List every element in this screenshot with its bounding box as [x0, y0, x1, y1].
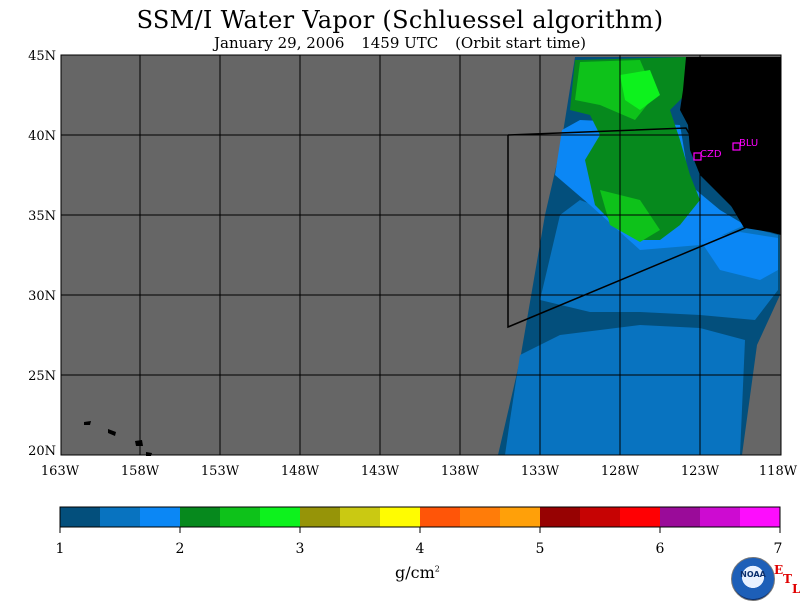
colorbar-swatch — [180, 507, 221, 527]
colorbar — [60, 507, 781, 527]
lat-label: 20N — [28, 444, 56, 459]
lat-label: 35N — [28, 209, 56, 224]
map-title: SSM/I Water Vapor (Schluessel algorithm) — [136, 6, 664, 34]
colorbar-tick-label: 7 — [774, 541, 783, 557]
colorbar-swatch — [300, 507, 341, 527]
grid-lines — [61, 55, 781, 455]
longitude-labels: 163W 158W 153W 148W 143W 138W 133W 128W … — [41, 464, 798, 479]
colorbar-swatch — [60, 507, 101, 527]
map-subtitle: January 29, 2006 1459 UTC (Orbit start t… — [0, 34, 800, 52]
colorbar-ticks — [59, 527, 781, 533]
lat-label: 40N — [28, 129, 56, 144]
colorbar-swatch — [420, 507, 461, 527]
colorbar-swatch — [540, 507, 581, 527]
colorbar-tick-label: 5 — [536, 541, 545, 557]
colorbar-tick-labels: 1 2 3 4 5 6 7 — [56, 541, 783, 557]
latitude-labels: 45N 40N 35N 30N 25N 20N — [28, 49, 56, 459]
subtitle-date: January 29, 2006 — [213, 34, 345, 52]
map-frame — [60, 54, 782, 456]
lon-label: 123W — [681, 464, 720, 479]
noaa-logo-text: NOAA — [740, 570, 766, 579]
colorbar-swatch — [220, 507, 261, 527]
analysis-region-outline — [507, 127, 747, 329]
etl-letter-t: T — [783, 572, 792, 586]
station-blu-marker — [732, 142, 741, 151]
swath-blue-southeast — [700, 232, 778, 280]
lon-label: 143W — [361, 464, 400, 479]
colorbar-swatch — [460, 507, 501, 527]
etl-letter-e: E — [774, 563, 784, 577]
colorbar-swatch — [660, 507, 701, 527]
colorbar-swatch — [340, 507, 381, 527]
swath-blue-lower — [505, 325, 745, 455]
colorbar-tick-label: 1 — [56, 541, 65, 557]
lon-label: 133W — [521, 464, 560, 479]
lon-label: 138W — [441, 464, 480, 479]
colorbar-swatch — [260, 507, 301, 527]
lon-label: 148W — [281, 464, 320, 479]
unit-exponent: 2 — [434, 564, 440, 574]
lat-label: 30N — [28, 289, 56, 304]
lat-label: 25N — [28, 369, 56, 384]
colorbar-tick-label: 6 — [656, 541, 665, 557]
colorbar-tick-label: 3 — [296, 541, 305, 557]
colorbar-swatch — [700, 507, 741, 527]
lon-label: 118W — [759, 464, 798, 479]
lon-label: 153W — [201, 464, 240, 479]
colorbar-tick-label: 2 — [176, 541, 185, 557]
colorbar-tick-label: 4 — [416, 541, 425, 557]
subtitle-orbit-note: (Orbit start time) — [455, 34, 586, 52]
colorbar-swatch — [380, 507, 421, 527]
lon-label: 158W — [121, 464, 160, 479]
land-mass — [680, 57, 781, 235]
station-czd-label: CZD — [700, 149, 722, 160]
noaa-logo: NOAA — [731, 557, 775, 601]
colorbar-swatch — [140, 507, 181, 527]
lat-label: 45N — [28, 49, 56, 64]
colorbar-swatch — [500, 507, 541, 527]
colorbar-swatch — [580, 507, 621, 527]
subtitle-time: 1459 UTC — [361, 34, 439, 52]
swath-green-coastal — [600, 190, 660, 242]
colorbar-swatch — [620, 507, 661, 527]
lon-label: 128W — [601, 464, 640, 479]
station-czd-marker — [693, 152, 702, 161]
colorbar-swatch — [740, 507, 781, 527]
etl-letter-l: L — [792, 582, 800, 596]
station-blu-label: BLU — [739, 138, 758, 149]
unit-base: g/cm — [395, 563, 435, 582]
swath-green-bright — [620, 70, 660, 110]
lon-label: 163W — [41, 464, 80, 479]
station-markers: CZD BLU — [693, 138, 758, 161]
colorbar-swatch — [100, 507, 141, 527]
colorbar-unit: g/cm2 — [395, 563, 440, 582]
